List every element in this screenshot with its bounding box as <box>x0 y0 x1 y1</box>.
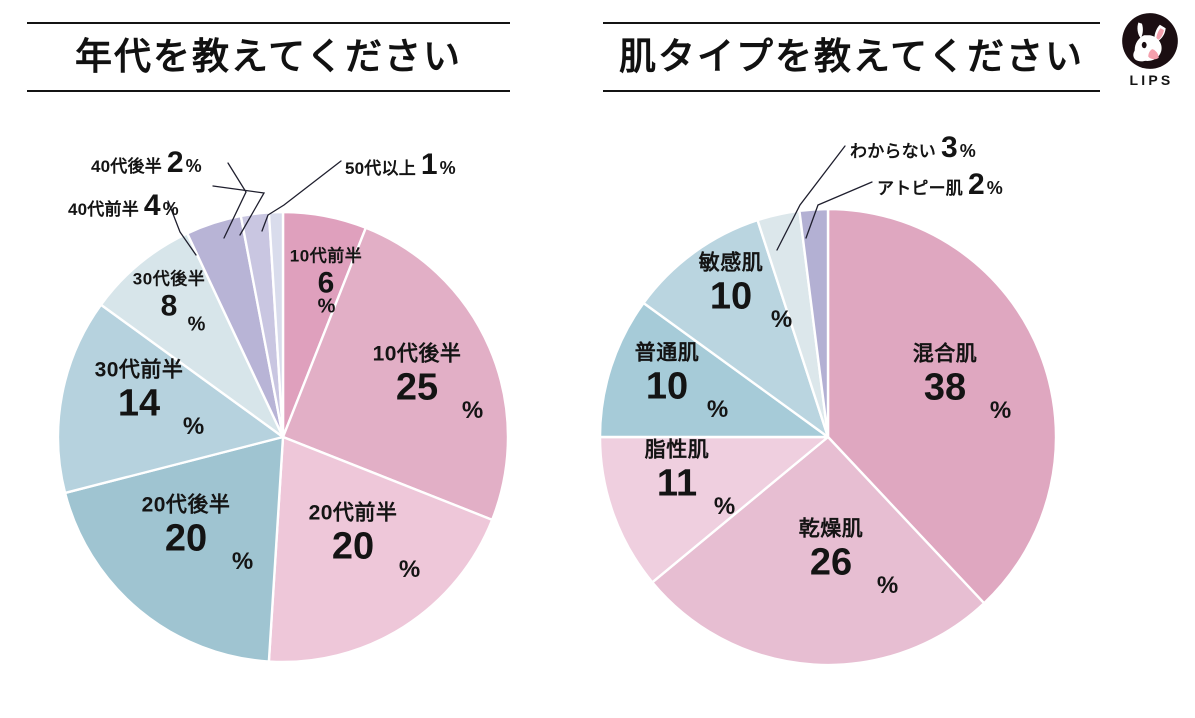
slice-pct-20daizenhan: % <box>398 556 420 584</box>
deer-head-icon <box>1122 13 1178 69</box>
slice-pct-10daikouhan: % <box>461 397 483 425</box>
callout-category: アトピー肌 <box>877 179 963 198</box>
slice-value: 25 <box>395 366 439 409</box>
percent-sign: % <box>317 295 336 318</box>
callout-category: 50代以上 <box>345 159 416 178</box>
percent-sign: % <box>989 397 1012 424</box>
slice-value: 20 <box>164 517 208 560</box>
slice-pct-kansouhada: % <box>876 572 898 600</box>
skin-title-block: 肌タイプを教えてください <box>603 22 1100 92</box>
slice-pct-30daizenhan: % <box>182 413 204 441</box>
slice-pct-shiseihada: % <box>713 493 735 521</box>
slice-label-20daizenhan: 20代前半 20 <box>309 502 398 569</box>
slice-pct-30daikouhan: % <box>187 314 206 337</box>
percent-sign: % <box>162 199 179 219</box>
slice-value: 14 <box>117 382 161 425</box>
callout-category: 40代後半 <box>91 157 162 176</box>
callout-40daikouhan: 40代後半 2 % <box>91 148 202 178</box>
slice-label-binkanhada: 敏感肌 10 <box>699 252 764 319</box>
slice-label-10daizenhan: 10代前半 6 <box>290 246 362 299</box>
slice-pct-20daikouhan: % <box>231 548 253 576</box>
brand-logo: LIPS <box>1118 12 1182 88</box>
percent-sign: % <box>231 548 254 575</box>
percent-sign: % <box>182 413 205 440</box>
slice-category: 20代後半 <box>141 493 231 517</box>
title-rule-bottom <box>603 90 1100 92</box>
panel-age: 年代を教えてください <box>0 0 568 718</box>
brand-name: LIPS <box>1129 72 1174 88</box>
percent-sign: % <box>185 156 202 176</box>
panel-skin-type: 肌タイプを教えてください <box>568 0 1128 718</box>
slice-category: 10代前半 <box>289 246 363 266</box>
slice-label-30daizenhan: 30代前半 14 <box>95 359 184 426</box>
slice-label-kansouhada: 乾燥肌 26 <box>799 518 864 585</box>
slice-value: 38 <box>923 366 967 409</box>
slice-category: 乾燥肌 <box>798 517 864 541</box>
slice-value: 10 <box>645 365 689 408</box>
callout-value: 1 <box>420 148 438 181</box>
callout-value: 2 <box>166 146 184 179</box>
percent-sign: % <box>959 141 976 161</box>
slice-pct-10daizenhan: % <box>317 296 336 319</box>
callout-wakaranai: わからない 3 % <box>850 133 976 163</box>
title-rule-top <box>27 22 510 24</box>
percent-sign: % <box>770 306 793 333</box>
percent-sign: % <box>398 556 421 583</box>
percent-sign: % <box>439 158 456 178</box>
slice-label-futsuuhada: 普通肌 10 <box>635 342 700 409</box>
percent-sign: % <box>187 313 206 336</box>
callout-50daiijou: 50代以上 1 % <box>345 150 456 180</box>
slice-value: 20 <box>331 525 375 568</box>
slice-category: 30代後半 <box>132 269 206 289</box>
slice-value: 8 <box>160 288 178 322</box>
percent-sign: % <box>876 572 899 599</box>
percent-sign: % <box>461 397 484 424</box>
slice-category: 敏感肌 <box>698 251 764 275</box>
slice-label-30daikouhan: 30代後半 8 <box>133 269 205 322</box>
callout-40daizenhan: 40代前半 4 % <box>68 191 179 221</box>
callout-value: 3 <box>941 131 958 164</box>
slice-value: 26 <box>809 541 853 584</box>
callout-atopiihada: アトピー肌 2 % <box>877 170 1003 200</box>
title-rule-top <box>603 22 1100 24</box>
percent-sign: % <box>713 493 736 520</box>
slice-pct-konngouhada: % <box>989 397 1011 425</box>
age-title-block: 年代を教えてください <box>27 22 510 92</box>
slice-label-20daikouhan: 20代後半 20 <box>142 494 231 561</box>
slice-label-shiseihada: 脂性肌 11 <box>645 439 710 506</box>
slice-pct-binkanhada: % <box>770 306 792 334</box>
slice-category: 脂性肌 <box>644 438 710 462</box>
slice-value: 11 <box>656 462 698 505</box>
callout-category: 40代前半 <box>68 200 139 219</box>
slice-value: 10 <box>709 275 753 318</box>
title-rule-bottom <box>27 90 510 92</box>
page-title-age: 年代を教えてください <box>74 36 463 77</box>
slice-label-10daikouhan: 10代後半 25 <box>373 343 462 410</box>
slice-category: 20代前半 <box>308 501 398 525</box>
callout-value: 2 <box>968 168 985 201</box>
slice-category: 混合肌 <box>912 342 978 366</box>
slice-category: 普通肌 <box>634 341 700 365</box>
slice-category: 30代前半 <box>94 358 184 382</box>
slice-label-konngouhada: 混合肌 38 <box>913 343 978 410</box>
percent-sign: % <box>706 396 729 423</box>
callout-value: 4 <box>143 189 161 222</box>
slice-value: 6 <box>317 265 335 299</box>
callout-category: わからない <box>850 142 936 161</box>
page-title-skin-type: 肌タイプを教えてください <box>618 36 1085 77</box>
percent-sign: % <box>986 178 1003 198</box>
slice-category: 10代後半 <box>372 342 462 366</box>
slice-pct-futsuuhada: % <box>706 396 728 424</box>
